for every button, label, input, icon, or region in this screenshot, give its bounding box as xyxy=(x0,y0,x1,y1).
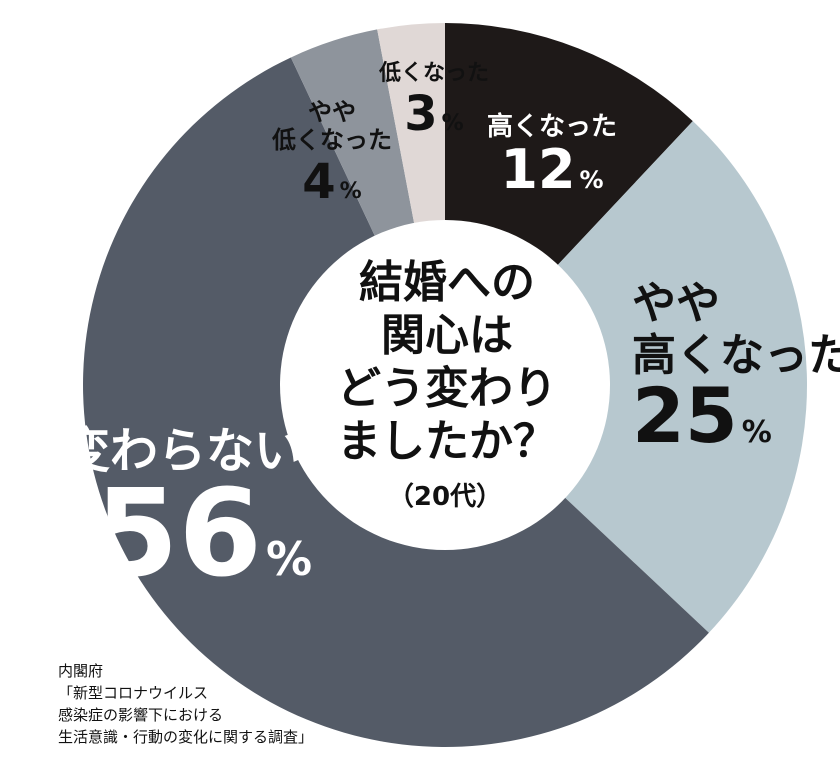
source-line: 生活意識・行動の変化に関する調査」 xyxy=(58,728,314,746)
slice-label: 高くなった xyxy=(487,111,617,142)
slice-label: やや xyxy=(632,278,720,329)
slice-value: 12% xyxy=(500,138,603,201)
center-title-line: ましたか？ xyxy=(337,416,557,467)
slice-label: 低くなった xyxy=(378,61,489,86)
slice-label: 低くなった xyxy=(271,126,392,154)
source-line: 感染症の影響下における xyxy=(58,706,224,724)
slice-label: 高くなった xyxy=(632,330,840,381)
slice-label: やや xyxy=(308,98,356,126)
source-line: 「新型コロナウイルス xyxy=(58,684,209,702)
source-line: 内閣府 xyxy=(58,662,104,680)
slice-label: 変わらない xyxy=(62,423,302,479)
source-note: 内閣府 「新型コロナウイルス 感染症の影響下における 生活意識・行動の変化に関す… xyxy=(58,660,313,748)
donut-hole xyxy=(280,220,610,550)
center-subtitle: （20代） xyxy=(388,482,502,512)
center-title-line: 関心は xyxy=(381,310,513,361)
center-title-line: どう変わり xyxy=(337,363,557,414)
pie-slice xyxy=(445,121,808,633)
center-title-line: 結婚への xyxy=(359,257,535,308)
slice-value: 56% xyxy=(95,465,312,604)
